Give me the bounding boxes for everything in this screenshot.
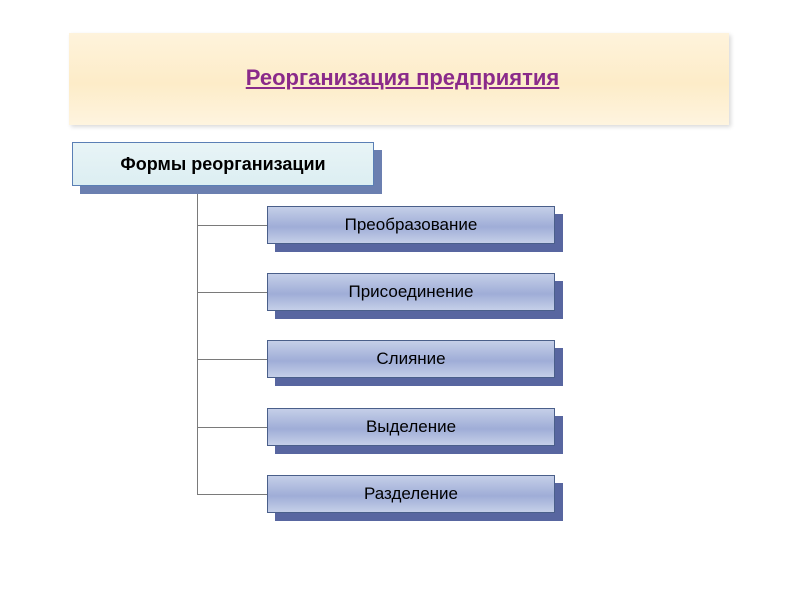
item-box: Разделение	[267, 475, 555, 513]
header-label: Формы реорганизации	[120, 154, 325, 175]
item-shadow	[275, 513, 563, 521]
connector-branch	[197, 292, 267, 293]
item-label: Присоединение	[349, 282, 474, 302]
item-shadow	[275, 311, 563, 319]
item-label: Преобразование	[345, 215, 478, 235]
item-box: Присоединение	[267, 273, 555, 311]
connector-branch	[197, 427, 267, 428]
item-label: Слияние	[376, 349, 445, 369]
connector-trunk	[197, 194, 198, 494]
item-shadow	[275, 244, 563, 252]
item-shadow	[275, 446, 563, 454]
item-box: Преобразование	[267, 206, 555, 244]
connector-branch	[197, 359, 267, 360]
header-box: Формы реорганизации	[72, 142, 374, 186]
item-label: Выделение	[366, 417, 456, 437]
item-label: Разделение	[364, 484, 458, 504]
item-box: Выделение	[267, 408, 555, 446]
connector-branch	[197, 494, 267, 495]
item-shadow	[275, 378, 563, 386]
connector-branch	[197, 225, 267, 226]
page-title: Реорганизация предприятия	[170, 65, 635, 91]
item-box: Слияние	[267, 340, 555, 378]
